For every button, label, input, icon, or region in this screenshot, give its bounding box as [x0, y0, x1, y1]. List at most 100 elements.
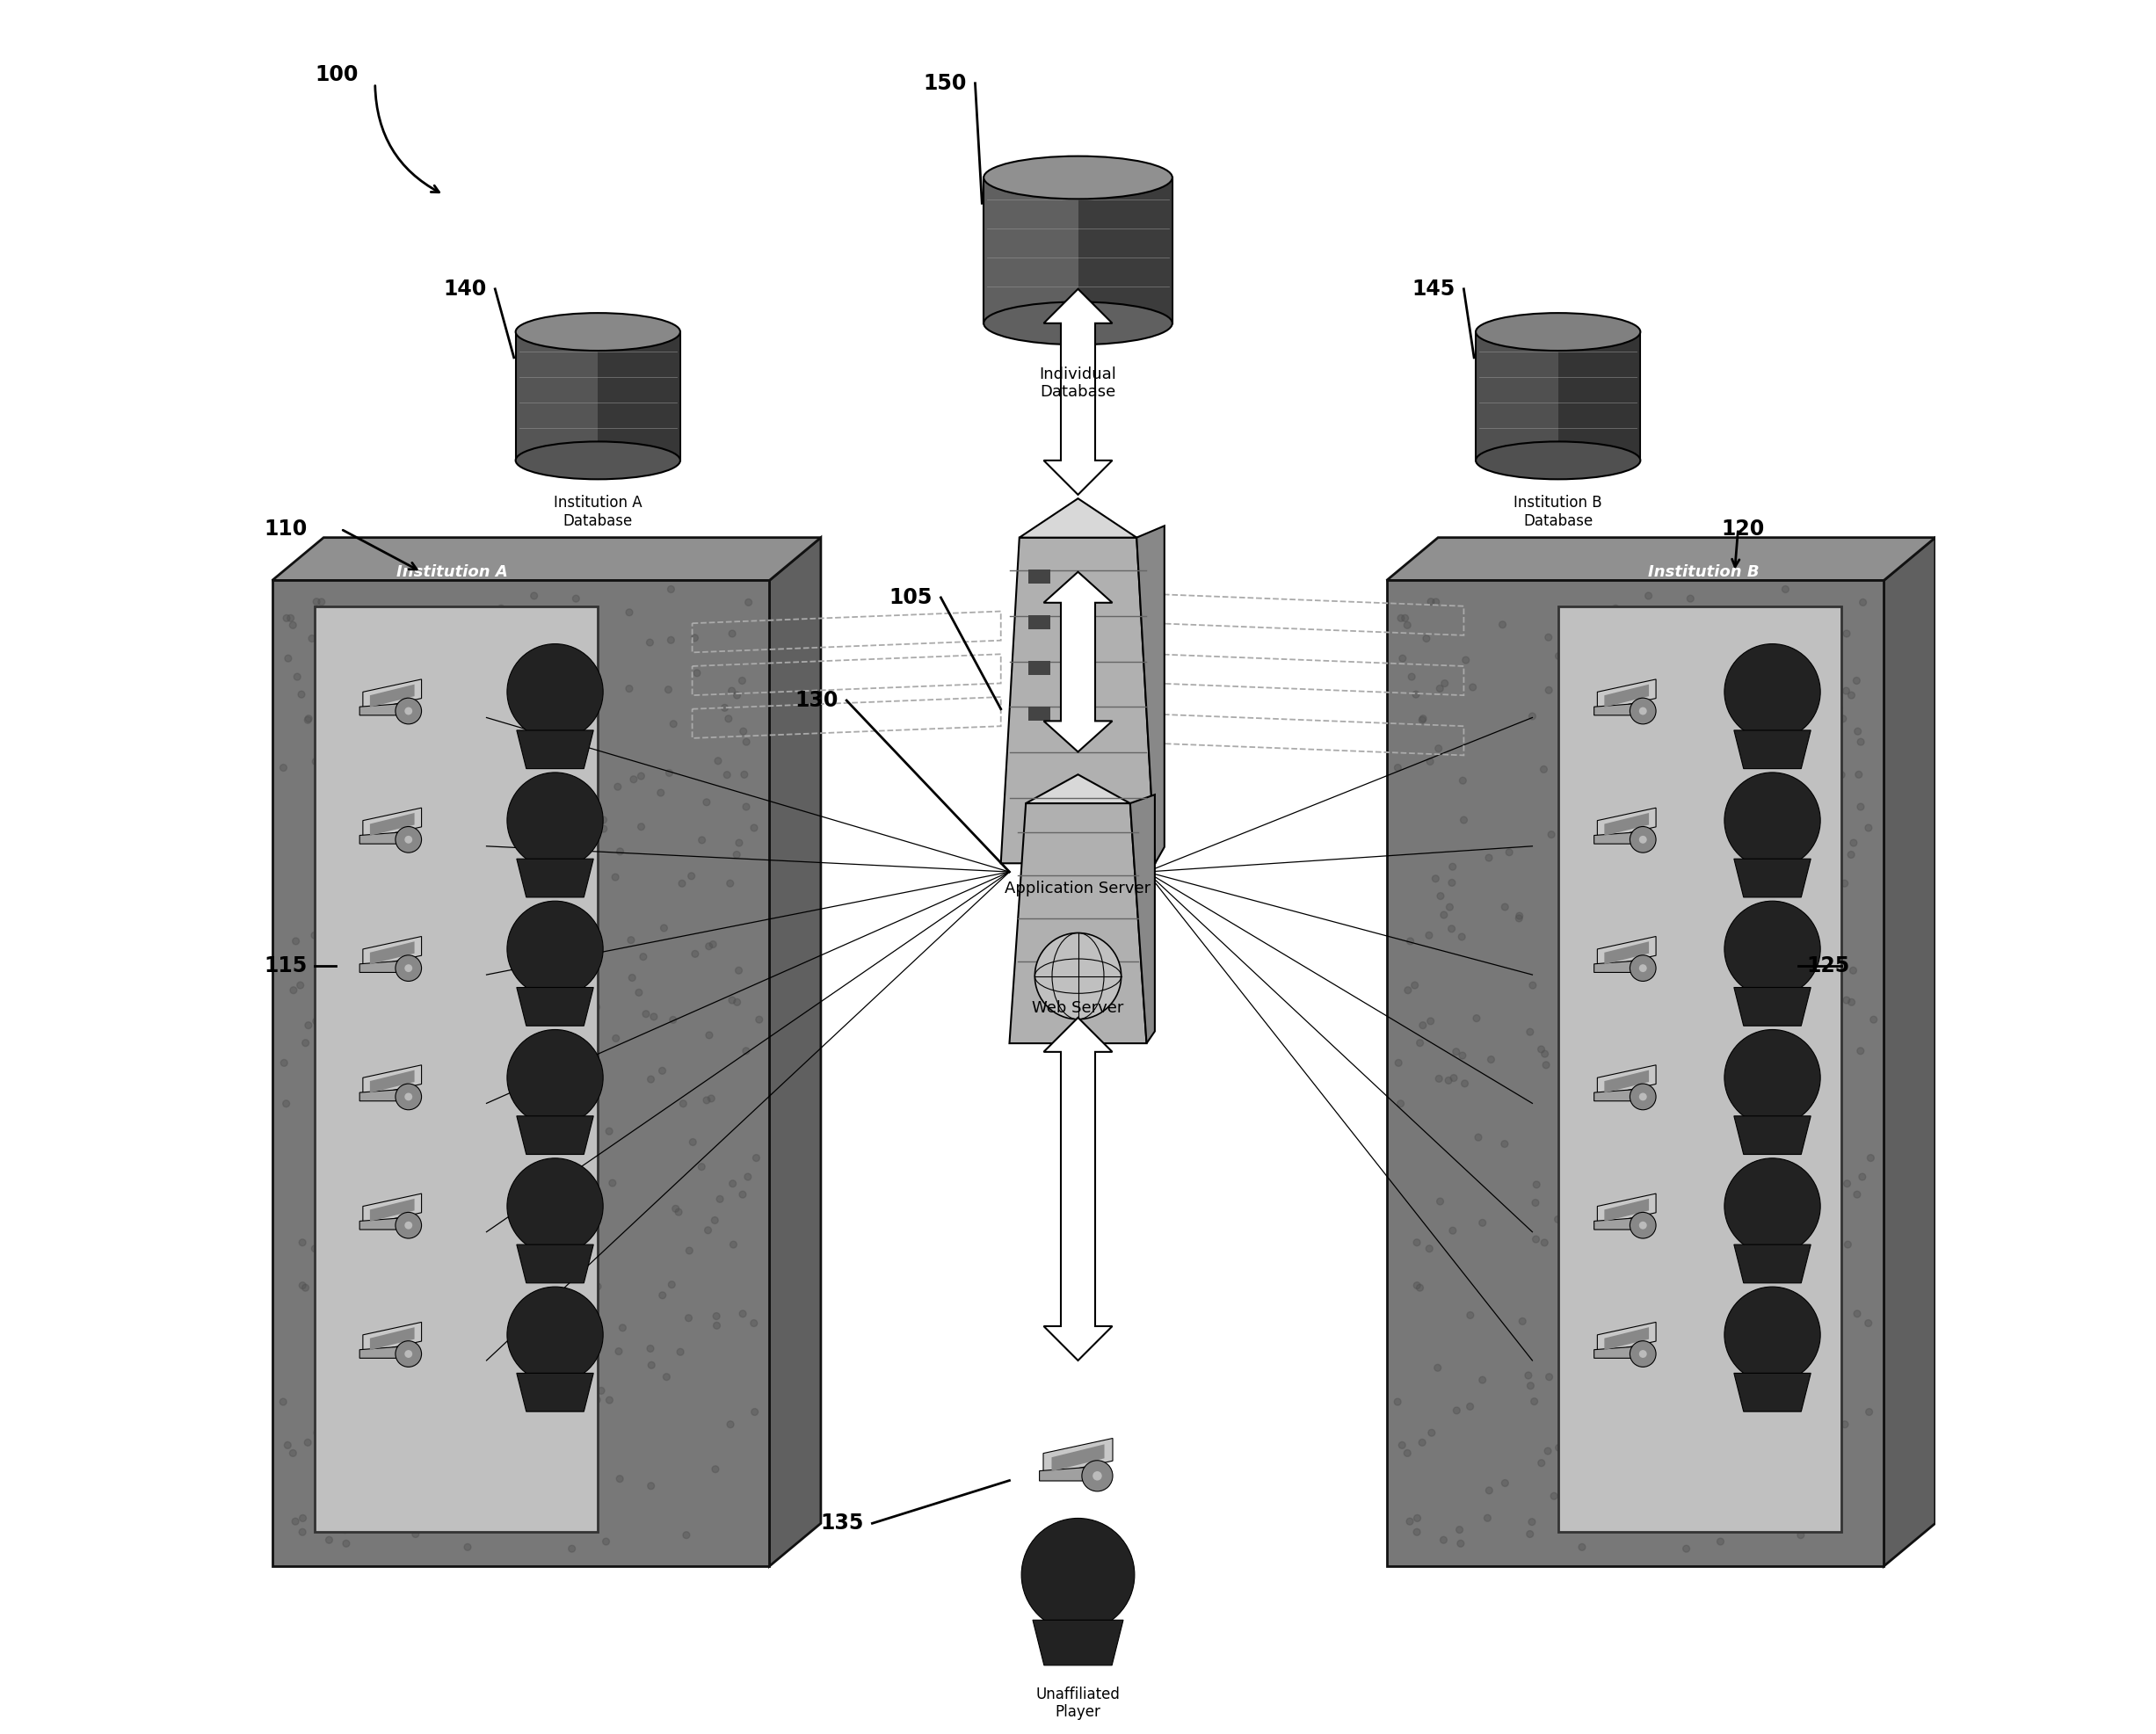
- Circle shape: [496, 794, 502, 801]
- Circle shape: [405, 1092, 412, 1101]
- Circle shape: [582, 1321, 589, 1328]
- Circle shape: [638, 824, 645, 831]
- Circle shape: [1686, 1418, 1692, 1425]
- Circle shape: [358, 1014, 367, 1021]
- Circle shape: [1695, 1120, 1701, 1127]
- Circle shape: [395, 699, 423, 725]
- Circle shape: [668, 636, 675, 643]
- Circle shape: [1643, 1139, 1649, 1146]
- Circle shape: [526, 1242, 533, 1248]
- Circle shape: [298, 692, 304, 697]
- Circle shape: [1550, 1493, 1557, 1500]
- Circle shape: [602, 1538, 610, 1545]
- Circle shape: [1639, 796, 1645, 803]
- Circle shape: [524, 796, 530, 803]
- Circle shape: [1850, 839, 1856, 846]
- Circle shape: [326, 912, 332, 919]
- Circle shape: [699, 838, 705, 843]
- Circle shape: [757, 1016, 763, 1023]
- Circle shape: [515, 1262, 524, 1269]
- Circle shape: [740, 678, 746, 685]
- Circle shape: [558, 1479, 565, 1486]
- Circle shape: [586, 1382, 595, 1389]
- Circle shape: [1684, 1068, 1690, 1073]
- Circle shape: [1529, 981, 1537, 988]
- Circle shape: [412, 1531, 418, 1538]
- Circle shape: [1440, 1536, 1447, 1543]
- Circle shape: [1598, 617, 1604, 624]
- Circle shape: [371, 855, 377, 862]
- Circle shape: [1675, 1509, 1684, 1516]
- Circle shape: [1755, 954, 1761, 961]
- Circle shape: [313, 598, 319, 605]
- Circle shape: [345, 1053, 351, 1059]
- Circle shape: [494, 1429, 500, 1436]
- Circle shape: [1828, 758, 1837, 765]
- Circle shape: [1613, 1027, 1619, 1032]
- Circle shape: [520, 754, 526, 761]
- Circle shape: [384, 621, 392, 628]
- Polygon shape: [362, 1065, 423, 1098]
- Circle shape: [679, 1099, 686, 1106]
- Circle shape: [1802, 872, 1809, 879]
- Circle shape: [679, 881, 686, 886]
- Circle shape: [1526, 1382, 1535, 1389]
- Circle shape: [571, 1418, 578, 1425]
- Circle shape: [405, 964, 412, 973]
- Circle shape: [1701, 1382, 1708, 1389]
- Circle shape: [1656, 1011, 1664, 1018]
- Circle shape: [489, 694, 496, 701]
- Ellipse shape: [983, 156, 1173, 199]
- Circle shape: [671, 720, 677, 727]
- Circle shape: [731, 1242, 737, 1248]
- Circle shape: [1848, 999, 1854, 1006]
- Circle shape: [457, 770, 466, 775]
- Circle shape: [705, 1032, 714, 1039]
- Circle shape: [1628, 1304, 1634, 1311]
- Polygon shape: [360, 1089, 412, 1101]
- Ellipse shape: [983, 302, 1173, 345]
- Circle shape: [1416, 1285, 1423, 1292]
- Polygon shape: [517, 1117, 593, 1155]
- Circle shape: [330, 1077, 338, 1084]
- Circle shape: [1824, 942, 1830, 948]
- Circle shape: [1475, 1134, 1481, 1141]
- Polygon shape: [1598, 808, 1656, 839]
- Circle shape: [1630, 827, 1656, 853]
- Circle shape: [1434, 1365, 1440, 1372]
- Circle shape: [1501, 1479, 1509, 1486]
- Circle shape: [593, 1004, 599, 1011]
- Polygon shape: [362, 680, 423, 711]
- Circle shape: [1615, 1028, 1621, 1035]
- Circle shape: [1600, 1273, 1606, 1280]
- Circle shape: [707, 1096, 714, 1103]
- Circle shape: [1539, 766, 1548, 773]
- Circle shape: [729, 997, 735, 1004]
- Circle shape: [1427, 598, 1434, 605]
- Circle shape: [1440, 680, 1449, 687]
- Circle shape: [306, 714, 313, 721]
- Circle shape: [1841, 881, 1848, 886]
- Circle shape: [464, 931, 470, 938]
- Circle shape: [1850, 968, 1856, 975]
- Circle shape: [507, 1287, 604, 1382]
- Circle shape: [703, 799, 709, 806]
- Polygon shape: [1598, 680, 1656, 711]
- Circle shape: [457, 633, 464, 640]
- Circle shape: [414, 981, 423, 988]
- Circle shape: [401, 916, 407, 922]
- Circle shape: [1554, 652, 1563, 659]
- Circle shape: [1828, 1321, 1835, 1328]
- Circle shape: [742, 1047, 750, 1054]
- Circle shape: [442, 652, 448, 659]
- Circle shape: [285, 1441, 291, 1448]
- Circle shape: [638, 773, 645, 780]
- Circle shape: [1563, 1443, 1572, 1450]
- Polygon shape: [1044, 290, 1112, 494]
- Polygon shape: [1733, 1117, 1811, 1155]
- Circle shape: [1425, 1245, 1434, 1252]
- Circle shape: [640, 954, 647, 961]
- Circle shape: [410, 1372, 418, 1379]
- Polygon shape: [1028, 570, 1050, 584]
- Circle shape: [1419, 716, 1425, 723]
